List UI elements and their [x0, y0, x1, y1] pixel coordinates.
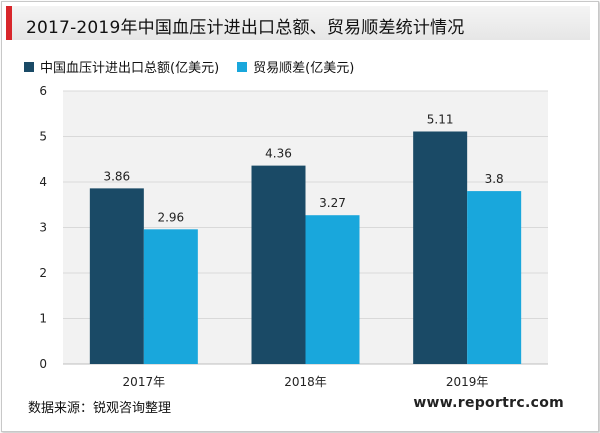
data-label: 4.36	[265, 147, 292, 161]
legend-item-total: 中国血压计进出口总额(亿美元)	[24, 57, 219, 76]
source-note: 数据来源：锐观咨询整理	[28, 401, 172, 416]
y-tick-label: 0	[39, 357, 47, 371]
legend-label-total: 中国血压计进出口总额(亿美元)	[40, 61, 220, 76]
chart-title: 2017-2019年中国血压计进出口总额、贸易顺差统计情况	[26, 18, 465, 38]
legend-label-surplus: 贸易顺差(亿美元)	[253, 61, 355, 76]
data-label: 3.27	[319, 196, 346, 210]
website-watermark: www.reportrc.com	[413, 395, 564, 411]
y-tick-label: 4	[39, 175, 47, 189]
legend-item-surplus: 贸易顺差(亿美元)	[237, 57, 354, 76]
y-tick-label: 2	[39, 266, 47, 280]
bar	[89, 188, 144, 364]
x-tick-label: 2018年	[284, 375, 327, 389]
legend-swatch-total	[24, 61, 34, 72]
title-accent-bar	[6, 6, 12, 40]
bar	[143, 229, 198, 364]
y-tick-label: 6	[39, 84, 47, 98]
data-label: 3.8	[485, 172, 504, 186]
legend: 中国血压计进出口总额(亿美元) 贸易顺差(亿美元)	[24, 57, 372, 76]
title-bar	[6, 6, 590, 40]
bar	[413, 131, 468, 364]
data-label: 5.11	[427, 112, 454, 126]
bar	[251, 165, 306, 364]
y-tick-label: 3	[39, 221, 47, 235]
x-tick-label: 2017年	[123, 375, 166, 389]
data-label: 3.86	[103, 169, 130, 183]
x-tick-label: 2019年	[446, 375, 489, 389]
bar	[305, 215, 360, 364]
y-tick-label: 5	[39, 130, 47, 144]
data-label: 2.96	[157, 210, 184, 224]
legend-swatch-surplus	[237, 61, 248, 72]
y-tick-label: 1	[39, 312, 47, 326]
bar	[467, 191, 522, 364]
